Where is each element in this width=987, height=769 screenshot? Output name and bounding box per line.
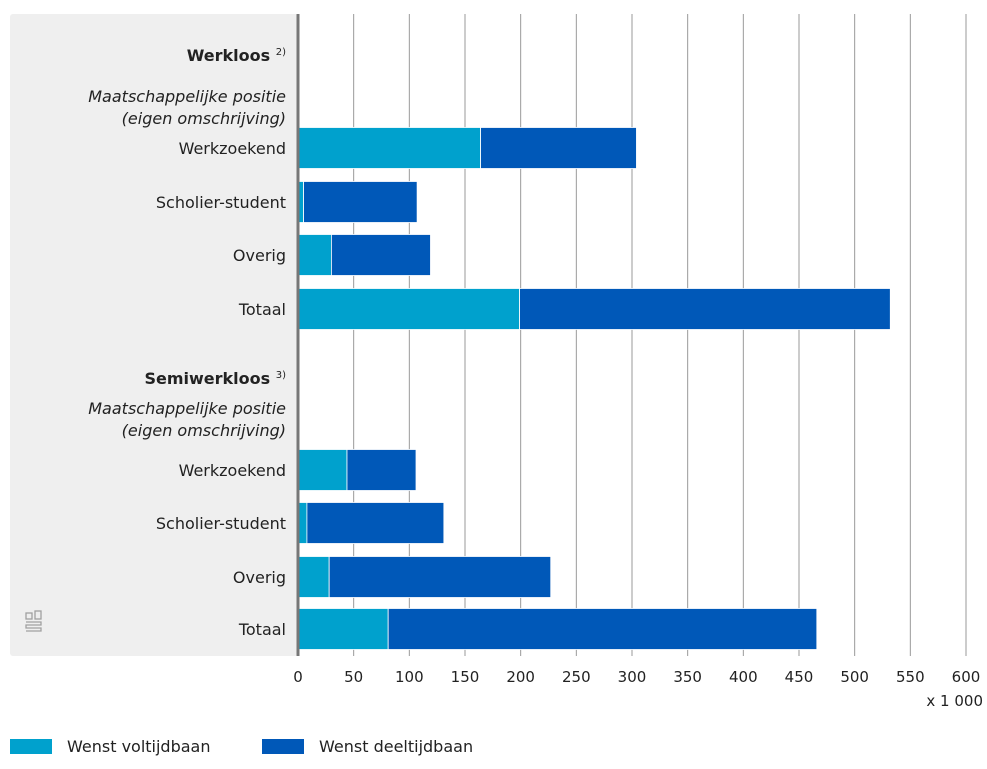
group-subtitle-2-1: (eigen omschrijving) xyxy=(122,421,286,440)
category-label-0-1: Scholier-student xyxy=(156,193,286,212)
legend-swatch-voltijd xyxy=(10,739,52,754)
group-title-0: Werkloos 2) xyxy=(187,46,286,65)
legend-label-deeltijd: Wenst deeltijdbaan xyxy=(319,737,473,756)
x-tick-100: 100 xyxy=(395,668,424,686)
category-label-1-0: Werkzoekend xyxy=(179,461,286,480)
x-tick-300: 300 xyxy=(618,668,647,686)
category-label-1-1: Scholier-student xyxy=(156,514,286,533)
legend: Wenst voltijdbaan Wenst deeltijdbaan xyxy=(10,737,473,756)
category-label-0-0: Werkzoekend xyxy=(179,139,286,158)
bars xyxy=(297,127,891,650)
x-tick-250: 250 xyxy=(562,668,591,686)
x-unit-label: x 1 000 xyxy=(926,692,983,710)
bar-deeltijd-0-0 xyxy=(480,127,637,169)
group-subtitle-1-0: Maatschappelijke positie xyxy=(88,87,286,106)
label-panel xyxy=(10,14,298,656)
category-label-0-3: Totaal xyxy=(238,300,286,319)
bar-voltijd-0-0 xyxy=(297,127,481,169)
group-subtitle-1-1: Maatschappelijke positie xyxy=(88,399,286,418)
bar-voltijd-1-0 xyxy=(297,449,348,491)
bar-deeltijd-1-3 xyxy=(387,608,818,650)
legend-swatch-deeltijd xyxy=(262,739,304,754)
x-tick-600: 600 xyxy=(952,668,981,686)
category-label-1-2: Overig xyxy=(233,568,286,587)
category-labels: Werkloos 2) Maatschappelijke positie (eige… xyxy=(88,46,286,639)
bar-deeltijd-1-2 xyxy=(328,556,552,598)
grid xyxy=(353,14,967,656)
category-label-1-3: Totaal xyxy=(238,620,286,639)
category-label-0-2: Overig xyxy=(233,246,286,265)
bar-deeltijd-0-1 xyxy=(303,181,418,223)
x-tick-400: 400 xyxy=(729,668,758,686)
bar-voltijd-0-2 xyxy=(297,234,332,276)
bar-voltijd-1-2 xyxy=(297,556,330,598)
x-tick-50: 50 xyxy=(344,668,363,686)
bar-deeltijd-1-1 xyxy=(306,502,445,544)
cbs-logo-icon xyxy=(25,610,42,632)
x-tick-500: 500 xyxy=(840,668,869,686)
x-tick-450: 450 xyxy=(785,668,814,686)
x-tick-350: 350 xyxy=(673,668,702,686)
x-tick-labels: 0 50 100 150 200 250 300 350 400 450 500 550 600 xyxy=(293,668,980,686)
group-subtitle-2-0: (eigen omschrijving) xyxy=(122,109,286,128)
bar-deeltijd-1-0 xyxy=(346,449,417,491)
bar-deeltijd-0-3 xyxy=(519,288,891,330)
legend-label-voltijd: Wenst voltijdbaan xyxy=(67,737,211,756)
x-tick-550: 550 xyxy=(896,668,925,686)
x-tick-0: 0 xyxy=(293,668,303,686)
x-tick-200: 200 xyxy=(506,668,535,686)
bar-deeltijd-0-2 xyxy=(330,234,431,276)
bar-voltijd-0-3 xyxy=(297,288,520,330)
bar-voltijd-1-3 xyxy=(297,608,389,650)
group-title-1: Semiwerkloos 3) xyxy=(144,369,286,388)
x-tick-150: 150 xyxy=(451,668,480,686)
